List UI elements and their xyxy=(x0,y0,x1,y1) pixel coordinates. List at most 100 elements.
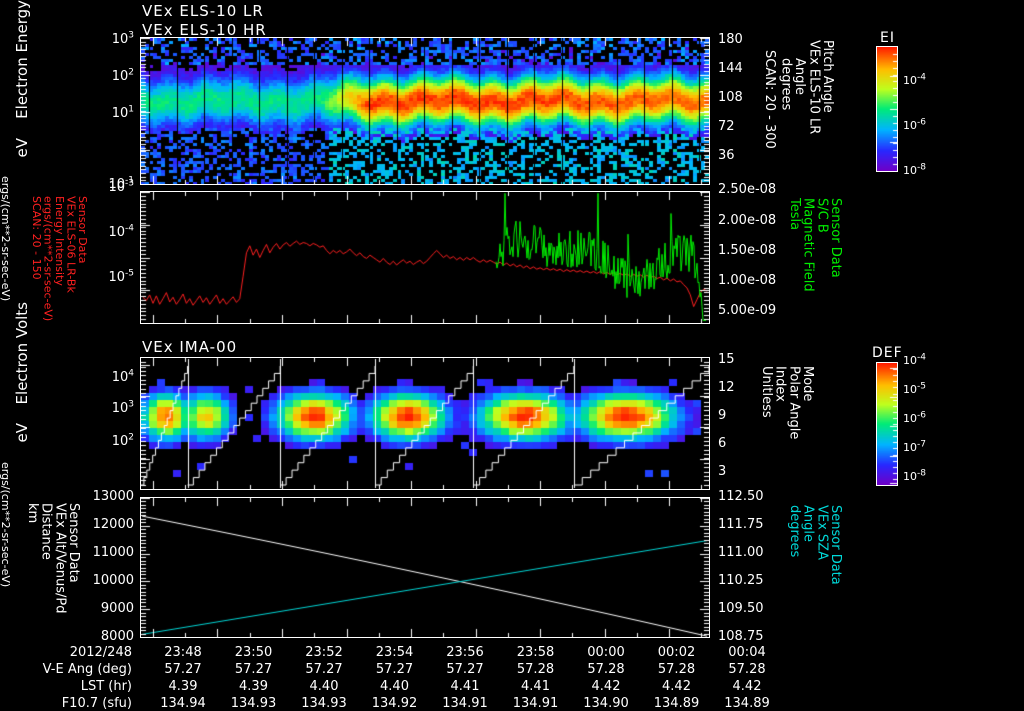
panel4-rtick-1: 111.75 xyxy=(718,517,764,532)
table-cell-time-2: 23:52 xyxy=(305,645,343,660)
table-cell-ve-ang-4: 57.27 xyxy=(446,662,484,677)
table-cell-ve-ang-7: 57.28 xyxy=(657,662,696,677)
colorbar2 xyxy=(876,362,898,486)
table-cell-f107-0: 134.94 xyxy=(160,696,206,711)
panel4-ytick-1: 12000 xyxy=(92,517,134,532)
panel3-left-units-text: eV xyxy=(13,423,31,443)
panel3-rtick-2: 9 xyxy=(718,408,727,423)
colorbar1-title: EI xyxy=(880,30,895,46)
table-cell-time-4: 23:56 xyxy=(446,645,484,660)
panel4-ytick-0: 13000 xyxy=(92,489,134,504)
panel3-rtick-4: 3 xyxy=(718,464,727,479)
panel4-rtick-5: 108.75 xyxy=(718,629,764,644)
panel3-ytick-2: 102 xyxy=(111,432,134,449)
panel3-title: VEx IMA-00 xyxy=(142,338,238,356)
row-label-date: 2012/248 xyxy=(69,645,132,660)
panel1-left-units-text: eV xyxy=(13,137,31,158)
panel1-title-lr: VEx ELS-10 LR xyxy=(142,2,264,20)
table-cell-time-3: 23:54 xyxy=(375,645,414,660)
table-cell-ve-ang-8: 57.28 xyxy=(728,662,766,677)
table-cell-time-6: 00:00 xyxy=(587,645,625,660)
panel1-rtick-2: 108 xyxy=(718,90,743,105)
colorbar1-units: ergs/(cm**2-sr-sec-eV) xyxy=(0,176,12,302)
panel1-ytick-1: 102 xyxy=(111,67,134,84)
table-cell-lst-5: 4.41 xyxy=(521,679,550,694)
table-cell-time-1: 23:50 xyxy=(234,645,273,660)
row-label-lst: LST (hr) xyxy=(80,679,132,694)
panel-energy-intensity-magfield xyxy=(140,191,710,324)
panel2-rtick-4: 5.00e-09 xyxy=(718,303,777,318)
table-cell-ve-ang-0: 57.27 xyxy=(164,662,202,677)
row-label-f107: F10.7 (sfu) xyxy=(61,696,132,711)
panel1-left-axis-title: Electron Energy xyxy=(13,0,31,119)
table-cell-lst-1: 4.39 xyxy=(239,679,268,694)
panel4-ytick-5: 8000 xyxy=(100,629,134,644)
table-cell-time-8: 00:04 xyxy=(728,645,766,660)
panel3-left-axis-label: Electron Volts xyxy=(0,302,45,424)
colorbar2-tick-2: 10-6 xyxy=(903,410,926,425)
table-cell-ve-ang-1: 57.27 xyxy=(234,662,273,677)
table-cell-f107-3: 134.92 xyxy=(371,696,418,711)
panel1-rtick-1: 144 xyxy=(718,61,743,76)
panel3-right-label: Mode Polar Angle Index Unitless xyxy=(759,366,815,440)
panel1-left-axis-label: Electron Energy xyxy=(0,0,45,138)
panel1-right-label-main: Pitch Angle VEx ELS-10 LR xyxy=(806,40,835,135)
table-cell-lst-6: 4.42 xyxy=(591,679,621,694)
table-cell-time-0: 23:48 xyxy=(164,645,202,660)
table-cell-f107-5: 134.91 xyxy=(512,696,559,711)
colorbar2-units: ergs/(cm**2-sr-sec-eV) xyxy=(0,461,12,587)
table-cell-lst-0: 4.39 xyxy=(168,679,198,694)
table-cell-f107-4: 134.91 xyxy=(442,696,488,711)
panel1-right-label-units: Angle degrees xyxy=(778,58,807,111)
table-cell-f107-1: 134.93 xyxy=(230,696,277,711)
panel2-rtick-0: 2.50e-08 xyxy=(718,182,777,197)
panel1-left-axis-units: eV xyxy=(0,138,45,177)
panel3-ytick-0: 104 xyxy=(111,368,134,385)
panel1-ytick-2: 101 xyxy=(111,104,134,121)
panel2-ytick-1: 10-4 xyxy=(108,223,134,240)
table-cell-ve-ang-6: 57.28 xyxy=(587,662,625,677)
panel2-ytick-2: 10-5 xyxy=(108,268,134,285)
colorbar1-tick-0: 10-4 xyxy=(903,72,926,87)
panel2-rtick-3: 1.00e-08 xyxy=(718,273,777,288)
panel1-rtick-4: 36 xyxy=(718,148,735,163)
panel1-right-label-scan: SCAN: 20 - 300 xyxy=(762,50,777,149)
row-label-veang: V-E Ang (deg) xyxy=(42,662,132,677)
panel4-rtick-3: 110.25 xyxy=(718,573,764,588)
panel-altitude-sza xyxy=(140,497,710,638)
table-cell-f107-6: 134.90 xyxy=(583,696,629,711)
table-cell-time-7: 00:02 xyxy=(657,645,696,660)
panel3-rtick-3: 6 xyxy=(718,436,727,451)
table-cell-lst-8: 4.42 xyxy=(732,679,762,694)
panel4-ytick-3: 10000 xyxy=(92,573,134,588)
panel1-title-hr: VEx ELS-10 HR xyxy=(142,21,267,39)
bottom-data-table: 2012/248 V-E Ang (deg) LST (hr) F10.7 (s… xyxy=(0,640,1024,711)
table-cell-lst-4: 4.41 xyxy=(450,679,480,694)
colorbar2-tick-4: 10-8 xyxy=(903,468,926,483)
colorbar1-tick-2: 10-8 xyxy=(903,162,926,177)
table-cell-f107-8: 134.89 xyxy=(724,696,770,711)
colorbar2-tick-3: 10-7 xyxy=(903,439,926,454)
table-cell-lst-7: 4.42 xyxy=(662,679,691,694)
panel-ima-spectrogram xyxy=(140,357,710,490)
panel1-rtick-3: 72 xyxy=(718,119,735,134)
colorbar2-tick-0: 10-4 xyxy=(903,352,926,367)
table-cell-time-5: 23:58 xyxy=(516,645,555,660)
panel4-rtick-2: 111.00 xyxy=(718,545,764,560)
panel4-rtick-0: 112.50 xyxy=(718,489,764,504)
panel2-rtick-1: 2.00e-08 xyxy=(718,213,777,228)
panel3-left-axis-units: eV xyxy=(0,423,45,462)
colorbar1-tick-1: 10-6 xyxy=(903,117,926,132)
panel2-right-label: Sensor Data S/C B Magnetic Field Tesla xyxy=(787,198,843,292)
table-cell-ve-ang-2: 57.27 xyxy=(305,662,343,677)
table-cell-lst-3: 4.40 xyxy=(380,679,409,694)
colorbar1 xyxy=(876,46,898,172)
panel4-rtick-4: 109.50 xyxy=(718,601,764,616)
panel3-rtick-1: 12 xyxy=(718,380,735,395)
colorbar2-tick-1: 10-5 xyxy=(903,381,926,396)
panel1-ytick-3: 10-1 xyxy=(108,175,134,192)
panel3-left-axis-title: Electron Volts xyxy=(13,301,31,405)
panel4-right-label: Sensor Data VEx SZA Angle degrees xyxy=(787,505,843,585)
table-cell-lst-2: 4.40 xyxy=(309,679,339,694)
